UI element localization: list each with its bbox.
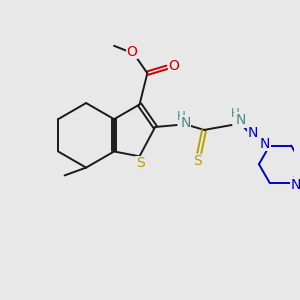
Text: N: N — [260, 136, 270, 151]
Text: H: H — [231, 107, 240, 120]
Text: O: O — [126, 45, 137, 59]
Text: H: H — [177, 110, 186, 123]
Text: S: S — [193, 154, 202, 168]
Text: N: N — [248, 126, 258, 140]
Text: N: N — [291, 178, 300, 192]
Text: N: N — [180, 116, 191, 130]
Text: N: N — [235, 113, 245, 127]
Text: O: O — [168, 59, 179, 73]
Text: S: S — [136, 156, 145, 170]
